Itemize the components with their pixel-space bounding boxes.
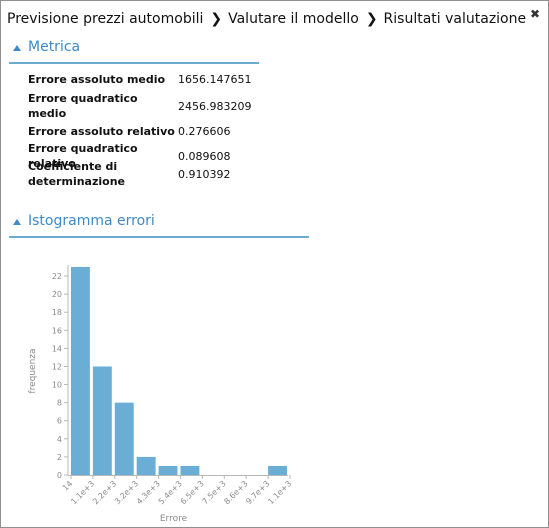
- metric-row: Errore quadratico relativo 0.089608: [28, 141, 298, 171]
- metric-label: Errore quadratico medio: [28, 92, 138, 120]
- breadcrumb: Previsione prezzi automobili ❯ Valutare …: [7, 9, 527, 29]
- metric-row: Errore assoluto relativo 0.276606: [28, 124, 298, 139]
- metric-value: 1656.147651: [178, 73, 252, 86]
- metric-value: 0.089608: [178, 149, 231, 163]
- histogram-bar: [268, 465, 287, 475]
- x-tick-label: 1.1e+3: [266, 479, 293, 506]
- breadcrumb-item-module[interactable]: Valutare il modello: [228, 11, 359, 27]
- histogram-bar: [92, 366, 112, 475]
- histogram-bar: [71, 267, 90, 475]
- metric-label: Errore assoluto medio: [28, 73, 166, 86]
- histogram-section-divider: [9, 236, 309, 238]
- metrics-section-title: Metrica: [28, 39, 81, 55]
- chevron-right-icon: ❯: [365, 11, 378, 27]
- x-axis-title: Errore: [160, 514, 188, 524]
- y-tick-label: 2: [57, 453, 62, 462]
- error-histogram-chart: 0246810121416182022141.1e+32.2e+33.2e+34…: [28, 265, 293, 524]
- close-icon[interactable]: ✖: [529, 7, 541, 21]
- y-tick-label: 4: [57, 435, 62, 444]
- histogram-bar: [180, 465, 200, 475]
- chevron-right-icon: ❯: [210, 11, 223, 27]
- histogram-section-toggle[interactable]: Istogramma errori: [13, 213, 155, 229]
- histogram-bar: [114, 402, 134, 475]
- y-tick-label: 10: [52, 381, 62, 390]
- metric-row: Coefficiente di determinazione 0.910392: [28, 159, 298, 189]
- y-tick-label: 16: [52, 326, 62, 335]
- collapse-triangle-icon: [13, 44, 21, 51]
- y-tick-label: 20: [52, 290, 62, 299]
- metric-value: 2456.983209: [178, 99, 252, 113]
- metrics-section-divider: [9, 62, 259, 64]
- y-tick-label: 6: [57, 417, 62, 426]
- histogram-bar: [136, 456, 156, 475]
- metric-value: 0.276606: [178, 125, 231, 138]
- breadcrumb-item-current: Risultati valutazione: [383, 11, 527, 27]
- metric-value: 0.910392: [178, 167, 231, 181]
- metric-label: Coefficiente di determinazione: [28, 160, 125, 188]
- histogram-section-title: Istogramma errori: [28, 213, 155, 229]
- y-tick-label: 12: [52, 362, 62, 371]
- histogram-bar: [158, 465, 178, 475]
- metric-row: Errore assoluto medio 1656.147651: [28, 72, 298, 87]
- metrics-section-toggle[interactable]: Metrica: [13, 39, 80, 55]
- collapse-triangle-icon: [13, 218, 21, 225]
- y-tick-label: 22: [52, 272, 62, 281]
- breadcrumb-item-experiment[interactable]: Previsione prezzi automobili: [7, 11, 204, 27]
- metric-label: Errore quadratico relativo: [28, 142, 138, 170]
- x-tick-label: 14: [61, 479, 75, 493]
- y-tick-label: 8: [57, 399, 62, 408]
- y-tick-label: 14: [52, 344, 62, 353]
- y-tick-label: 18: [52, 308, 62, 317]
- metric-row: Errore quadratico medio 2456.983209: [28, 91, 298, 121]
- metric-label: Errore assoluto relativo: [28, 125, 175, 138]
- y-axis-title: frequenza: [28, 348, 38, 393]
- y-tick-label: 0: [57, 471, 62, 480]
